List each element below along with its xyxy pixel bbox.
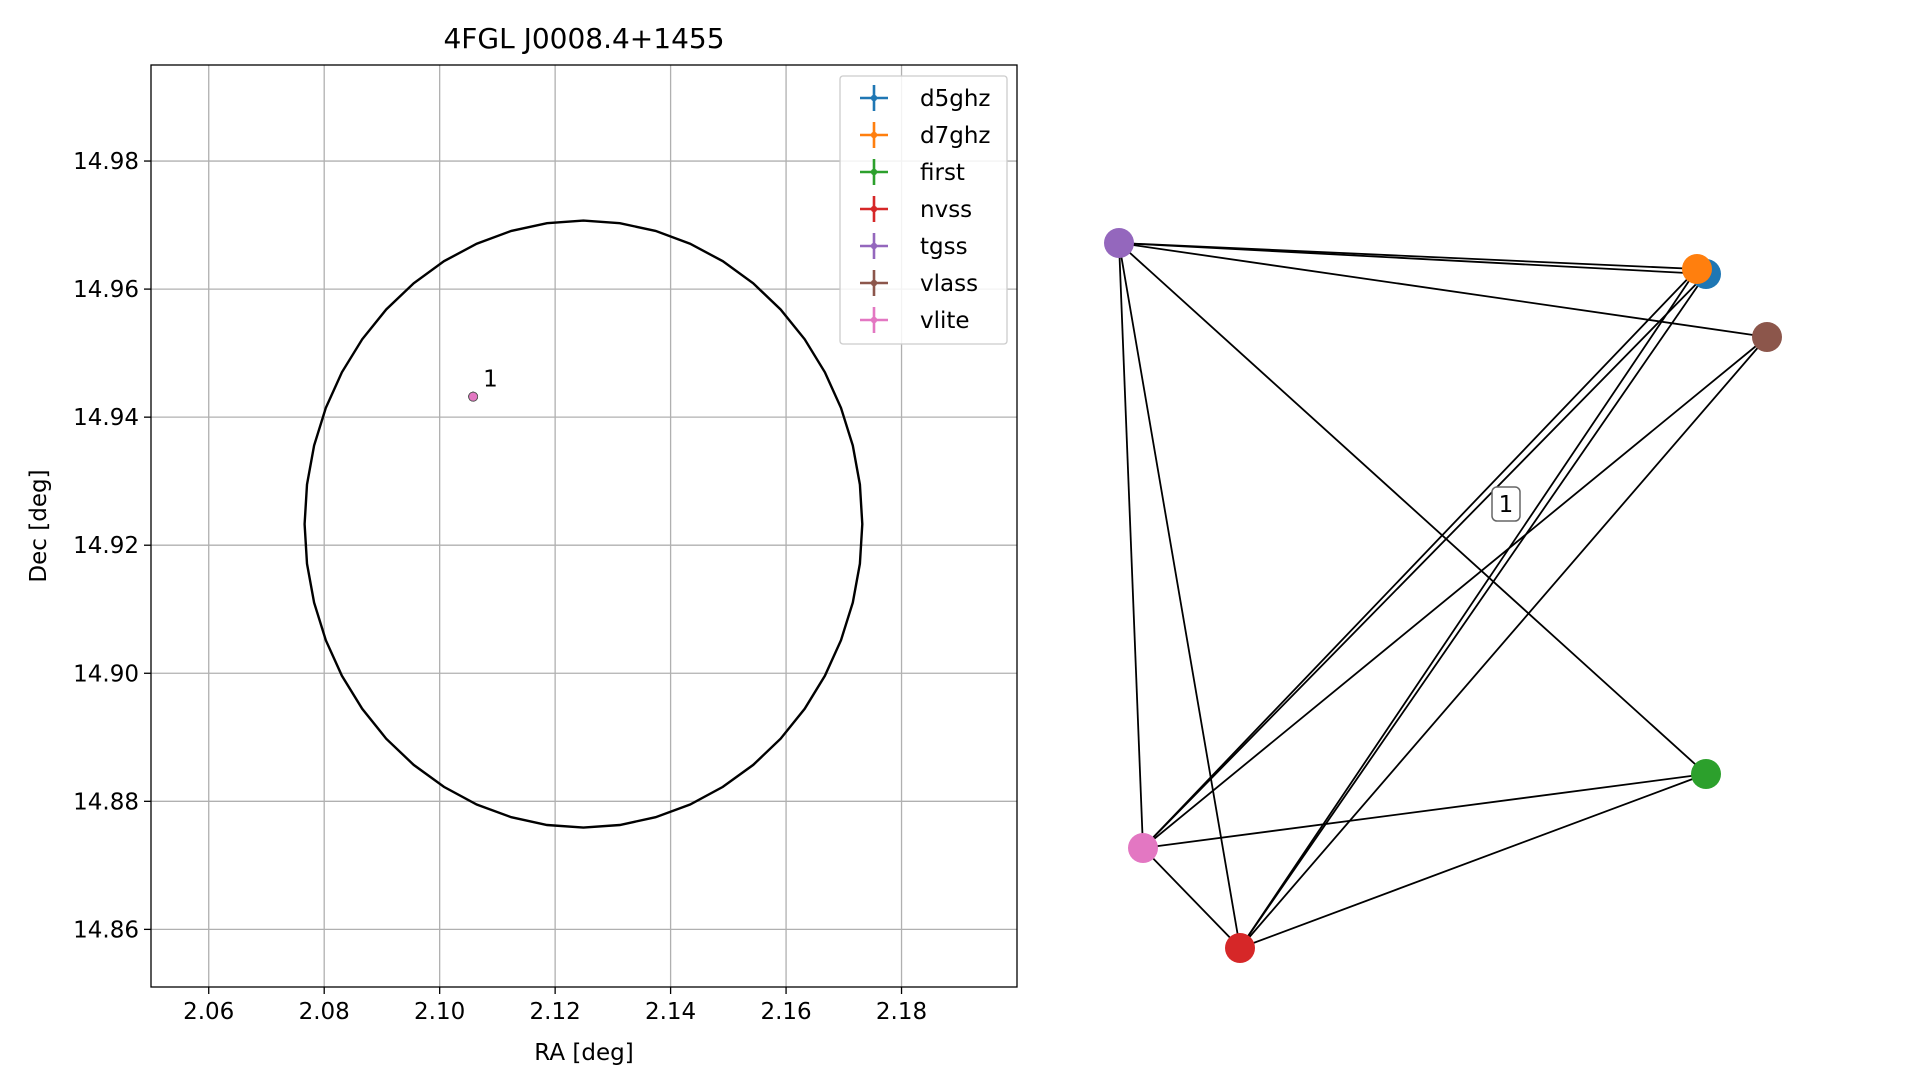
legend-entry-d5ghz: d5ghz	[860, 85, 990, 112]
y-tick-label: 14.96	[73, 277, 139, 303]
x-tick-label: 2.18	[876, 999, 927, 1025]
legend-entry-vlite: vlite	[860, 307, 970, 334]
node-first	[1691, 759, 1721, 789]
node-tgss	[1104, 228, 1134, 258]
legend-label: d7ghz	[920, 123, 990, 149]
y-tick-label: 14.90	[73, 661, 139, 687]
edge-label-text: 1	[1499, 492, 1514, 518]
x-tick-label: 2.08	[299, 999, 350, 1025]
legend-entry-tgss: tgss	[860, 233, 968, 260]
legend-label: tgss	[920, 234, 968, 260]
chart-title: 4FGL J0008.4+1455	[443, 22, 724, 55]
edge-label-box	[1491, 486, 1521, 522]
x-tick-label: 2.10	[414, 999, 465, 1025]
scatter-panel: 1 2.06 2.08 2.10 2.12 2.14 2.16 2.18 14.86 14.88…	[26, 22, 1018, 1066]
x-tick-label: 2.12	[530, 999, 581, 1025]
y-tick-label: 14.94	[73, 405, 139, 431]
edge-d7ghz-vlite	[1142, 268, 1698, 849]
legend-marker-dot	[870, 279, 878, 287]
legend-label: vlass	[920, 271, 978, 297]
edge-d5ghz-vlite	[1142, 273, 1707, 849]
x-tick-label: 2.06	[183, 999, 234, 1025]
edge-tgss-vlite	[1118, 242, 1144, 849]
point-annotation: 1	[483, 367, 498, 393]
legend-marker-dot	[870, 205, 878, 213]
legend-label: vlite	[920, 308, 970, 334]
y-tick-label: 14.98	[73, 149, 139, 175]
network-nodes	[1104, 228, 1782, 963]
legend-entry-d7ghz: d7ghz	[860, 122, 990, 149]
legend-marker-dot	[870, 316, 878, 324]
data-points	[468, 391, 479, 402]
point-vlite	[468, 391, 479, 402]
legend-marker-dot	[870, 242, 878, 250]
axis-ticks: 2.06 2.08 2.10 2.12 2.14 2.16 2.18 14.86 14.88 14…	[73, 149, 927, 1025]
legend-entry-first: first	[860, 159, 965, 186]
x-axis-label: RA [deg]	[534, 1040, 633, 1066]
edge-vlass-nvss	[1239, 336, 1768, 949]
network-edges	[1118, 242, 1768, 949]
edge-vlite-first	[1142, 773, 1707, 849]
axes-frame	[150, 64, 1018, 988]
legend-marker-dot	[870, 131, 878, 139]
node-vlite	[1128, 833, 1158, 863]
y-tick-label: 14.86	[73, 917, 139, 943]
node-nvss	[1225, 933, 1255, 963]
node-vlass	[1752, 322, 1782, 352]
y-tick-label: 14.88	[73, 789, 139, 815]
error-ellipse	[303, 219, 864, 829]
edge-nvss-first	[1239, 773, 1707, 949]
edge-vlite-nvss	[1142, 847, 1241, 949]
legend-marker-dot	[870, 168, 878, 176]
y-tick-label: 14.92	[73, 533, 139, 559]
legend-box	[839, 75, 1008, 345]
edge-tgss-first	[1118, 242, 1707, 775]
legend-marker-dot	[870, 94, 878, 102]
legend-entry-nvss: nvss	[860, 196, 972, 223]
edge-vlass-vlite	[1142, 336, 1768, 849]
node-d7ghz	[1682, 254, 1712, 284]
x-tick-label: 2.14	[645, 999, 696, 1025]
legend-label: d5ghz	[920, 86, 990, 112]
legend-entry-vlass: vlass	[860, 270, 978, 297]
legend-label: nvss	[920, 197, 972, 223]
y-axis-label: Dec [deg]	[26, 469, 52, 582]
edge-d5ghz-nvss	[1239, 273, 1707, 949]
edge-tgss-d7ghz	[1118, 242, 1698, 270]
network-panel: 1	[1104, 228, 1782, 963]
edge-tgss-nvss	[1118, 242, 1241, 949]
edge-d7ghz-nvss	[1239, 268, 1698, 949]
x-tick-label: 2.16	[760, 999, 811, 1025]
legend: d5ghz d7ghz first nvss tgss vlass vlite	[839, 75, 1008, 345]
edge-label: 1	[1491, 486, 1521, 522]
legend-label: first	[920, 160, 965, 186]
